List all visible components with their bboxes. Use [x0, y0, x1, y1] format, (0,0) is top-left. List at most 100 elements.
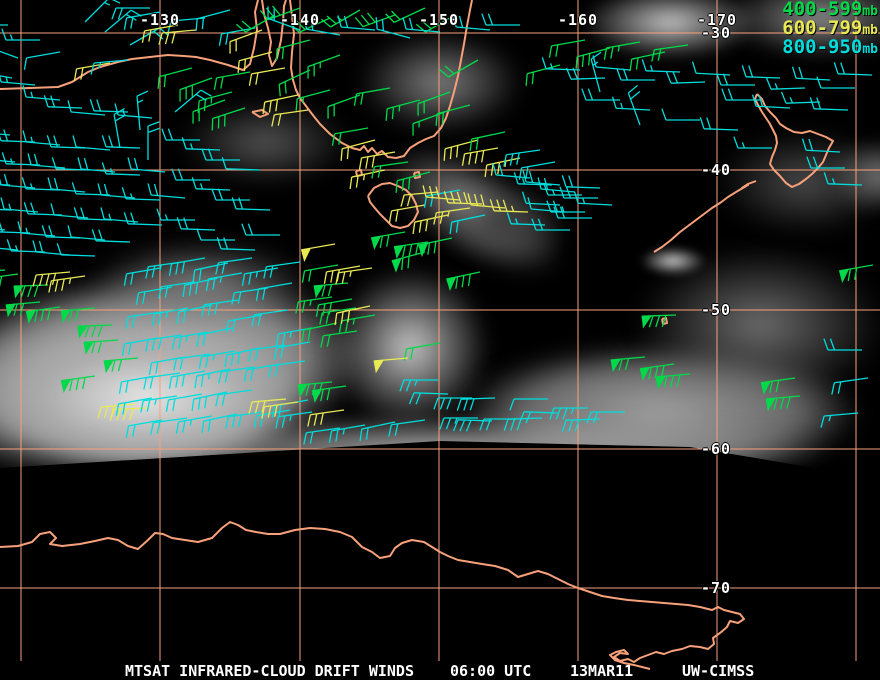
wind-barb — [215, 389, 253, 407]
wind-barbs — [0, 0, 874, 445]
lon-label: -160 — [557, 11, 599, 29]
wind-barb — [46, 135, 86, 149]
wind-barb — [469, 131, 506, 152]
wind-barb — [823, 338, 862, 351]
wind-barb — [171, 331, 209, 350]
wind-barb — [400, 191, 439, 207]
wind-barb — [176, 217, 216, 231]
wind-barb — [151, 307, 189, 326]
wind-barb — [327, 94, 361, 119]
wind-barb — [791, 66, 831, 81]
wind-barb — [248, 344, 286, 362]
wind-barb — [168, 257, 206, 276]
wind-barb — [25, 306, 61, 324]
wind-barb — [549, 407, 588, 420]
wind-barb — [820, 412, 859, 428]
wind-barb — [273, 341, 311, 360]
wind-barb — [271, 109, 309, 127]
wind-barb — [225, 411, 263, 429]
wind-barb — [370, 231, 406, 250]
wind-barb — [48, 275, 86, 293]
wind-barb — [103, 357, 139, 374]
wind-barb — [113, 107, 126, 149]
wind-barb — [311, 385, 347, 403]
lon-label: -150 — [418, 11, 460, 29]
wind-barb — [229, 29, 263, 54]
wind-barb — [433, 207, 471, 225]
wind-barb — [101, 135, 141, 149]
wind-barb — [211, 188, 250, 201]
wind-barb — [121, 187, 161, 201]
australia-southeast-coast — [289, 0, 473, 159]
wind-barb — [17, 221, 56, 237]
wind-barb — [522, 170, 561, 186]
wind-barb — [43, 95, 83, 109]
wind-barb — [100, 207, 139, 223]
wind-barb — [603, 41, 641, 60]
wind-barb — [268, 360, 306, 378]
wind-barb — [165, 393, 203, 412]
wind-barb — [27, 153, 66, 169]
wind-barb — [751, 94, 791, 109]
wind-barb — [32, 240, 71, 256]
wind-barb — [760, 377, 796, 395]
wind-barb — [56, 243, 96, 257]
wind-barb — [402, 17, 441, 33]
wind-barb — [546, 200, 585, 213]
wind-barb — [22, 85, 61, 101]
wind-barb — [765, 77, 806, 90]
wind-barb — [201, 148, 240, 161]
wind-barb — [809, 97, 849, 111]
wind-barb — [443, 191, 483, 205]
wind-barb — [41, 225, 81, 239]
lat-label: -50 — [701, 301, 732, 319]
wind-barb — [661, 108, 700, 121]
wind-barb — [481, 13, 520, 26]
wind-barb — [278, 69, 311, 97]
wind-barb — [385, 99, 421, 121]
wind-barb — [452, 419, 493, 432]
wind-barb — [225, 314, 263, 333]
wind-barb — [156, 208, 195, 221]
wind-barb — [417, 91, 451, 116]
antarctica — [0, 521, 745, 670]
kangaroo-island — [251, 109, 269, 118]
wind-barb — [395, 171, 431, 193]
wind-barb — [639, 363, 675, 381]
wind-barb — [412, 214, 449, 235]
wind-barb — [216, 237, 256, 251]
wind-barb — [141, 24, 179, 43]
wind-barb — [263, 261, 301, 279]
wind-barb — [301, 264, 339, 283]
wind-barb — [275, 411, 313, 429]
wind-barb — [303, 427, 341, 445]
wind-barb — [354, 12, 396, 28]
wind-barb — [295, 89, 331, 111]
wind-barb — [0, 71, 13, 79]
wind-barb — [211, 107, 246, 131]
wind-barb — [201, 413, 238, 434]
wind-barb — [0, 173, 36, 189]
lat-label: -40 — [701, 161, 732, 179]
wind-barb — [452, 15, 491, 31]
wind-barb — [315, 298, 353, 317]
wind-barb — [537, 177, 576, 193]
wind-barb — [393, 241, 429, 259]
wind-barb — [150, 417, 188, 435]
lon-label: -130 — [139, 11, 181, 29]
wind-barb — [373, 357, 409, 374]
wind-barb — [123, 11, 161, 30]
wind-barb — [147, 183, 186, 199]
wind-barb — [548, 39, 586, 58]
wind-barb — [173, 353, 211, 371]
wind-barb — [218, 366, 256, 384]
wind-barb — [418, 237, 453, 258]
wind-barb — [194, 368, 231, 389]
wind-barb — [67, 225, 106, 241]
wind-barb — [641, 314, 677, 329]
wind-barb — [174, 89, 212, 113]
wind-barb — [408, 392, 449, 405]
tasmania — [367, 182, 419, 229]
wind-barb — [334, 305, 371, 326]
